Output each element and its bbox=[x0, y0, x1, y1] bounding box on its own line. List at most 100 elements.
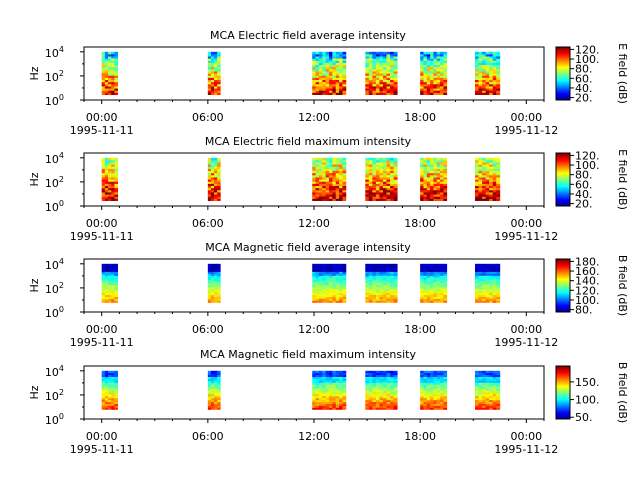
spectrogram-cell bbox=[482, 300, 487, 303]
spectrogram-cell bbox=[433, 66, 438, 70]
spectrogram-cell bbox=[433, 277, 438, 280]
colorbar-tick-label: 100. bbox=[575, 294, 600, 307]
spectrogram-cell bbox=[214, 51, 218, 55]
colorbar-swatch bbox=[556, 96, 570, 98]
spectrogram-cell bbox=[489, 53, 494, 57]
spectrogram-cell bbox=[433, 405, 438, 408]
spectrogram-cell bbox=[335, 166, 340, 169]
spectrogram-cell bbox=[496, 159, 501, 163]
spectrogram-cell bbox=[475, 273, 479, 276]
spectrogram-cell bbox=[325, 157, 330, 161]
spectrogram-cell bbox=[475, 198, 479, 201]
spectrogram-cell bbox=[475, 281, 479, 284]
spectrogram-cell bbox=[485, 64, 490, 68]
spectrogram-cell bbox=[436, 390, 441, 393]
spectrogram-cell bbox=[430, 384, 434, 387]
spectrogram-cell bbox=[430, 393, 434, 397]
spectrogram-cell bbox=[430, 401, 434, 404]
spectrogram-cell bbox=[210, 271, 215, 274]
spectrogram-cell bbox=[375, 66, 380, 70]
spectrogram-cell bbox=[312, 397, 316, 401]
spectrogram-cell bbox=[433, 53, 438, 57]
spectrogram-cell bbox=[332, 81, 337, 85]
spectrogram-cell bbox=[372, 401, 377, 404]
spectrogram-data bbox=[101, 263, 501, 303]
spectrogram-cell bbox=[489, 192, 494, 195]
spectrogram-cell bbox=[214, 81, 218, 85]
spectrogram-cell bbox=[375, 71, 380, 74]
spectrogram-cell bbox=[386, 288, 391, 292]
spectrogram-cell bbox=[390, 290, 395, 294]
spectrogram-cell bbox=[329, 62, 333, 66]
spectrogram-cell bbox=[365, 380, 370, 383]
spectrogram-cell bbox=[426, 183, 431, 187]
spectrogram-cell bbox=[383, 296, 387, 299]
spectrogram-cell bbox=[426, 380, 431, 383]
spectrogram-cell bbox=[217, 189, 221, 193]
colorbar-swatch bbox=[556, 261, 570, 263]
spectrogram-cell bbox=[339, 196, 343, 199]
spectrogram-cell bbox=[482, 198, 487, 201]
spectrogram-cell bbox=[426, 194, 431, 197]
spectrogram-cell bbox=[383, 194, 387, 197]
spectrogram-cell bbox=[478, 189, 483, 193]
spectrogram-cell bbox=[217, 376, 221, 379]
spectrogram-cell bbox=[440, 181, 444, 184]
spectrogram-cell bbox=[383, 269, 387, 272]
spectrogram-cell bbox=[443, 90, 448, 93]
spectrogram-cell bbox=[430, 177, 434, 180]
spectrogram-cell bbox=[496, 62, 501, 66]
spectrogram-cell bbox=[101, 386, 106, 389]
spectrogram-cell bbox=[217, 90, 221, 93]
y-tick-label: 100 bbox=[45, 199, 64, 214]
spectrogram-cell bbox=[485, 66, 490, 70]
spectrogram-cell bbox=[214, 298, 218, 301]
spectrogram-cell bbox=[386, 300, 391, 303]
spectrogram-cell bbox=[318, 51, 323, 55]
spectrogram-cell bbox=[101, 279, 106, 282]
spectrogram-cell bbox=[482, 75, 487, 78]
spectrogram-cell bbox=[108, 372, 112, 376]
spectrogram-cell bbox=[379, 198, 384, 201]
spectrogram-cell bbox=[207, 267, 212, 270]
spectrogram-cell bbox=[440, 395, 444, 399]
spectrogram-cell bbox=[329, 166, 333, 169]
spectrogram-cell bbox=[332, 66, 337, 70]
spectrogram-cell bbox=[332, 273, 337, 276]
spectrogram-cell bbox=[322, 162, 327, 165]
spectrogram-cell bbox=[482, 279, 487, 282]
spectrogram-cell bbox=[443, 283, 448, 286]
spectrogram-cell bbox=[365, 286, 370, 290]
spectrogram-cell bbox=[312, 86, 316, 89]
colorbar-swatch bbox=[556, 273, 570, 275]
spectrogram-cell bbox=[443, 390, 448, 393]
spectrogram-cell bbox=[496, 183, 501, 187]
spectrogram-cell bbox=[423, 192, 428, 195]
spectrogram-cell bbox=[430, 392, 434, 395]
spectrogram-cell bbox=[217, 388, 221, 391]
spectrogram-cell bbox=[329, 196, 333, 199]
spectrogram-cell bbox=[433, 177, 438, 180]
spectrogram-cell bbox=[482, 277, 487, 280]
spectrogram-cell bbox=[342, 269, 347, 272]
spectrogram-cell bbox=[383, 71, 387, 74]
spectrogram-cell bbox=[329, 286, 333, 290]
spectrogram-cell bbox=[101, 378, 106, 381]
spectrogram-cell bbox=[426, 166, 431, 169]
spectrogram-cell bbox=[386, 183, 391, 187]
spectrogram-cell bbox=[114, 162, 119, 165]
spectrogram-cell bbox=[214, 60, 218, 63]
x-end-date-label: 1995-11-12 bbox=[494, 230, 558, 243]
spectrogram-cell bbox=[342, 390, 347, 393]
spectrogram-cell bbox=[214, 267, 218, 270]
spectrogram-cell bbox=[393, 397, 398, 401]
spectrogram-cell bbox=[210, 292, 215, 296]
spectrogram-cell bbox=[440, 265, 444, 269]
spectrogram-cell bbox=[312, 281, 316, 284]
spectrogram-cell bbox=[489, 81, 494, 85]
spectrogram-cell bbox=[111, 403, 115, 406]
spectrogram-cell bbox=[104, 183, 109, 187]
spectrogram-cell bbox=[312, 81, 316, 85]
spectrogram-cell bbox=[496, 292, 501, 296]
spectrogram-cell bbox=[475, 290, 479, 294]
